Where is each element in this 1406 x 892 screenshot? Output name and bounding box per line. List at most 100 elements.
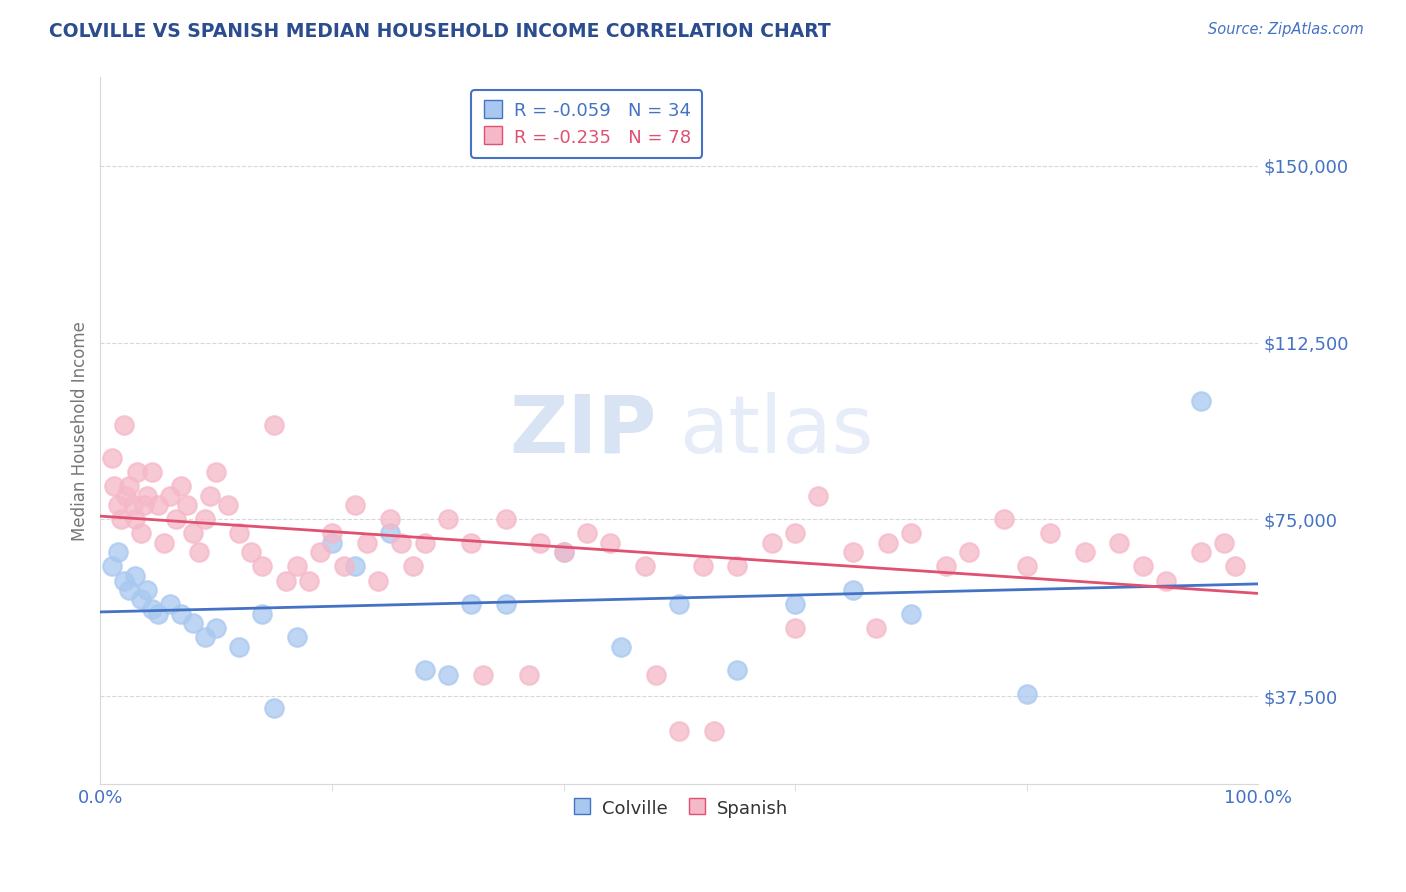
Point	[112, 574, 135, 588]
Point	[1154, 574, 1177, 588]
Point	[599, 536, 621, 550]
Text: atlas: atlas	[679, 392, 873, 470]
Point	[725, 663, 748, 677]
Point	[344, 559, 367, 574]
Point	[181, 526, 204, 541]
Point	[135, 582, 157, 597]
Point	[761, 536, 783, 550]
Point	[263, 701, 285, 715]
Point	[170, 479, 193, 493]
Point	[1189, 545, 1212, 559]
Point	[495, 512, 517, 526]
Point	[436, 668, 458, 682]
Point	[124, 512, 146, 526]
Point	[309, 545, 332, 559]
Point	[252, 607, 274, 621]
Point	[1108, 536, 1130, 550]
Point	[1132, 559, 1154, 574]
Point	[101, 450, 124, 465]
Point	[187, 545, 209, 559]
Point	[285, 559, 308, 574]
Point	[274, 574, 297, 588]
Point	[413, 663, 436, 677]
Point	[391, 536, 413, 550]
Point	[807, 489, 830, 503]
Y-axis label: Median Household Income: Median Household Income	[72, 321, 89, 541]
Point	[378, 512, 401, 526]
Point	[121, 498, 143, 512]
Point	[413, 536, 436, 550]
Point	[112, 418, 135, 433]
Point	[1189, 394, 1212, 409]
Point	[129, 526, 152, 541]
Point	[471, 668, 494, 682]
Point	[181, 615, 204, 630]
Point	[285, 630, 308, 644]
Point	[107, 498, 129, 512]
Point	[668, 724, 690, 739]
Point	[159, 597, 181, 611]
Point	[402, 559, 425, 574]
Point	[785, 526, 807, 541]
Point	[436, 512, 458, 526]
Point	[134, 498, 156, 512]
Point	[460, 536, 482, 550]
Point	[460, 597, 482, 611]
Point	[645, 668, 668, 682]
Point	[703, 724, 725, 739]
Point	[344, 498, 367, 512]
Point	[900, 607, 922, 621]
Point	[153, 536, 176, 550]
Point	[217, 498, 239, 512]
Point	[110, 512, 132, 526]
Point	[1212, 536, 1234, 550]
Point	[170, 607, 193, 621]
Point	[610, 640, 633, 654]
Point	[529, 536, 551, 550]
Point	[1015, 559, 1038, 574]
Point	[367, 574, 389, 588]
Point	[553, 545, 575, 559]
Point	[356, 536, 378, 550]
Point	[205, 465, 228, 479]
Point	[118, 582, 141, 597]
Point	[321, 536, 343, 550]
Point	[692, 559, 714, 574]
Point	[141, 602, 163, 616]
Point	[785, 621, 807, 635]
Point	[935, 559, 957, 574]
Point	[263, 418, 285, 433]
Point	[252, 559, 274, 574]
Point	[127, 465, 149, 479]
Legend: Colville, Spanish: Colville, Spanish	[564, 791, 794, 825]
Point	[114, 489, 136, 503]
Point	[495, 597, 517, 611]
Point	[1039, 526, 1062, 541]
Text: COLVILLE VS SPANISH MEDIAN HOUSEHOLD INCOME CORRELATION CHART: COLVILLE VS SPANISH MEDIAN HOUSEHOLD INC…	[49, 22, 831, 41]
Point	[228, 526, 250, 541]
Point	[575, 526, 598, 541]
Point	[865, 621, 887, 635]
Point	[842, 582, 865, 597]
Point	[194, 630, 217, 644]
Point	[321, 526, 343, 541]
Point	[634, 559, 657, 574]
Point	[517, 668, 540, 682]
Point	[1225, 559, 1247, 574]
Point	[148, 607, 170, 621]
Point	[159, 489, 181, 503]
Point	[118, 479, 141, 493]
Point	[332, 559, 354, 574]
Point	[165, 512, 187, 526]
Point	[785, 597, 807, 611]
Point	[200, 489, 222, 503]
Point	[900, 526, 922, 541]
Point	[194, 512, 217, 526]
Point	[205, 621, 228, 635]
Point	[103, 479, 125, 493]
Point	[876, 536, 898, 550]
Point	[553, 545, 575, 559]
Text: Source: ZipAtlas.com: Source: ZipAtlas.com	[1208, 22, 1364, 37]
Point	[107, 545, 129, 559]
Point	[993, 512, 1015, 526]
